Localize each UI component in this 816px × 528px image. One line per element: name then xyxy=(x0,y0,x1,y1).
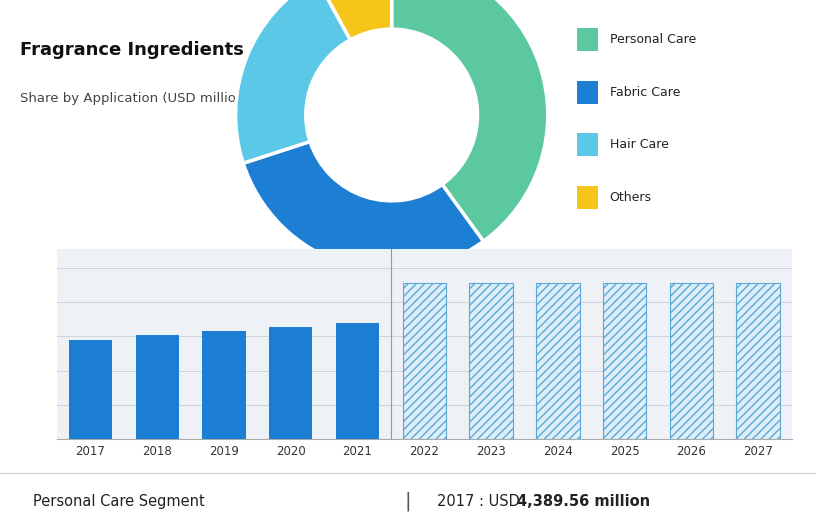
Wedge shape xyxy=(236,0,350,163)
Text: Fragrance Ingredients Market: Fragrance Ingredients Market xyxy=(20,41,322,59)
Wedge shape xyxy=(317,0,392,40)
Bar xyxy=(603,284,646,439)
Wedge shape xyxy=(243,142,483,271)
Bar xyxy=(536,284,579,439)
Text: Fabric Care: Fabric Care xyxy=(610,86,680,99)
Bar xyxy=(577,27,598,51)
Bar xyxy=(469,284,512,439)
Bar xyxy=(336,323,379,439)
Bar xyxy=(737,284,780,439)
Bar xyxy=(202,332,246,439)
Bar xyxy=(135,335,179,439)
Bar xyxy=(402,284,446,439)
Text: |: | xyxy=(405,492,411,511)
Wedge shape xyxy=(392,0,548,241)
Bar xyxy=(402,284,446,439)
Text: Personal Care Segment: Personal Care Segment xyxy=(33,494,204,509)
Text: Personal Care: Personal Care xyxy=(610,33,696,45)
Bar xyxy=(737,284,780,439)
Bar xyxy=(577,80,598,103)
Bar xyxy=(577,134,598,156)
Text: Hair Care: Hair Care xyxy=(610,138,668,152)
Text: Others: Others xyxy=(610,191,652,204)
Bar xyxy=(603,284,646,439)
Bar xyxy=(577,186,598,209)
Text: Share by Application (USD million): Share by Application (USD million) xyxy=(20,92,250,105)
Bar xyxy=(536,284,579,439)
Text: 4,389.56 million: 4,389.56 million xyxy=(517,494,650,509)
Text: 2017 : USD: 2017 : USD xyxy=(437,494,524,509)
Bar xyxy=(269,327,313,439)
Bar xyxy=(670,284,713,439)
Bar xyxy=(69,340,112,439)
Bar xyxy=(670,284,713,439)
Bar xyxy=(469,284,512,439)
